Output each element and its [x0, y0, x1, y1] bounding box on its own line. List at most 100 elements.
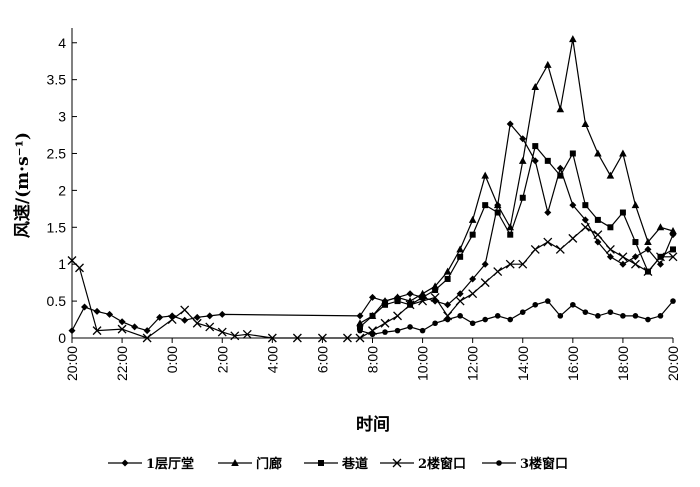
x-tick-label: 20:00: [64, 346, 80, 381]
data-point: [593, 230, 603, 240]
data-point: [670, 246, 676, 253]
data-point: [430, 292, 440, 302]
axes: [71, 28, 673, 339]
data-point: [568, 233, 578, 243]
x-tick-label: 22:00: [114, 346, 130, 381]
legend-marker: [121, 459, 129, 467]
series-5: [357, 298, 676, 338]
legend-label: 1层厅堂: [146, 456, 194, 472]
x-axis-title: 时间: [356, 414, 390, 435]
data-point: [656, 223, 665, 231]
data-point: [507, 231, 514, 238]
data-point: [606, 253, 614, 261]
data-point: [657, 313, 664, 319]
data-point: [518, 156, 527, 164]
data-point: [493, 201, 502, 209]
data-point: [543, 237, 553, 247]
data-point: [406, 290, 414, 298]
data-point: [519, 309, 526, 315]
data-point: [419, 294, 426, 301]
data-point: [382, 301, 389, 308]
data-point: [557, 313, 564, 319]
data-point: [519, 194, 526, 201]
data-point: [205, 322, 215, 332]
x-tick-label: 12:00: [465, 346, 481, 381]
data-point: [457, 253, 464, 260]
data-point: [595, 313, 601, 319]
legend-marker: [231, 459, 239, 466]
y-tick-label: 1.5: [47, 219, 67, 235]
y-ticks: 0 0.5 1 1.5 2 2.5 3 3.5 4: [47, 35, 77, 346]
data-point: [669, 226, 677, 234]
y-tick-label: 2.5: [47, 145, 67, 161]
data-point: [180, 305, 190, 315]
data-point: [181, 316, 189, 324]
data-point: [317, 333, 327, 343]
data-point: [230, 331, 240, 341]
data-point: [531, 157, 539, 165]
data-point: [580, 222, 590, 232]
data-point: [242, 329, 252, 339]
legend-label: 巷道: [341, 456, 368, 472]
data-point: [192, 318, 202, 328]
data-point: [594, 149, 602, 157]
data-point: [481, 171, 489, 179]
data-point: [544, 209, 552, 217]
series-4: [67, 222, 678, 343]
data-point: [432, 287, 439, 294]
x-tick-label: 14:00: [515, 346, 531, 381]
data-point: [444, 301, 452, 309]
data-point: [582, 309, 589, 315]
data-point: [369, 293, 376, 301]
y-tick-label: 2: [58, 182, 66, 198]
data-point: [482, 202, 489, 209]
data-point: [606, 171, 615, 179]
data-point: [543, 60, 552, 68]
data-point: [356, 323, 363, 330]
data-point: [382, 329, 388, 335]
data-point: [443, 267, 452, 275]
data-point: [407, 324, 413, 330]
data-point: [369, 312, 376, 319]
data-point: [67, 256, 77, 265]
data-point: [631, 201, 640, 209]
y-tick-label: 0.5: [47, 293, 67, 309]
data-point: [644, 238, 652, 246]
data-point: [117, 324, 127, 334]
legend-label: 门廊: [256, 456, 282, 472]
data-point: [557, 172, 564, 179]
y-tick-label: 4: [58, 35, 66, 51]
data-point: [380, 318, 390, 328]
x-tick-label: 20:00: [665, 346, 681, 381]
data-point: [142, 333, 152, 343]
data-point: [167, 315, 177, 325]
data-point: [518, 259, 528, 269]
data-point: [581, 119, 590, 127]
data-point: [632, 313, 639, 319]
data-point: [469, 231, 476, 238]
data-point: [143, 327, 151, 335]
legend-item: 2楼窗口: [380, 456, 466, 472]
data-point: [93, 307, 101, 315]
data-point: [594, 238, 602, 246]
data-point: [468, 289, 478, 299]
data-point: [605, 244, 615, 254]
series-line: [359, 300, 674, 335]
data-point: [418, 296, 428, 306]
data-point: [118, 318, 126, 326]
y-axis-title: 风速/(m·s⁻¹): [12, 132, 33, 238]
data-point: [506, 120, 514, 128]
x-tick-label: 4:00: [264, 346, 280, 373]
data-point: [405, 300, 415, 310]
data-point: [444, 316, 451, 323]
legend-marker: [318, 460, 324, 466]
data-point: [494, 209, 501, 216]
data-point: [569, 35, 577, 43]
data-point: [619, 209, 626, 216]
data-point: [632, 239, 639, 246]
data-point: [644, 245, 652, 253]
series-line: [71, 226, 673, 339]
legend-item: 1层厅堂: [108, 456, 194, 472]
data-point: [68, 327, 76, 335]
data-point: [193, 313, 201, 321]
